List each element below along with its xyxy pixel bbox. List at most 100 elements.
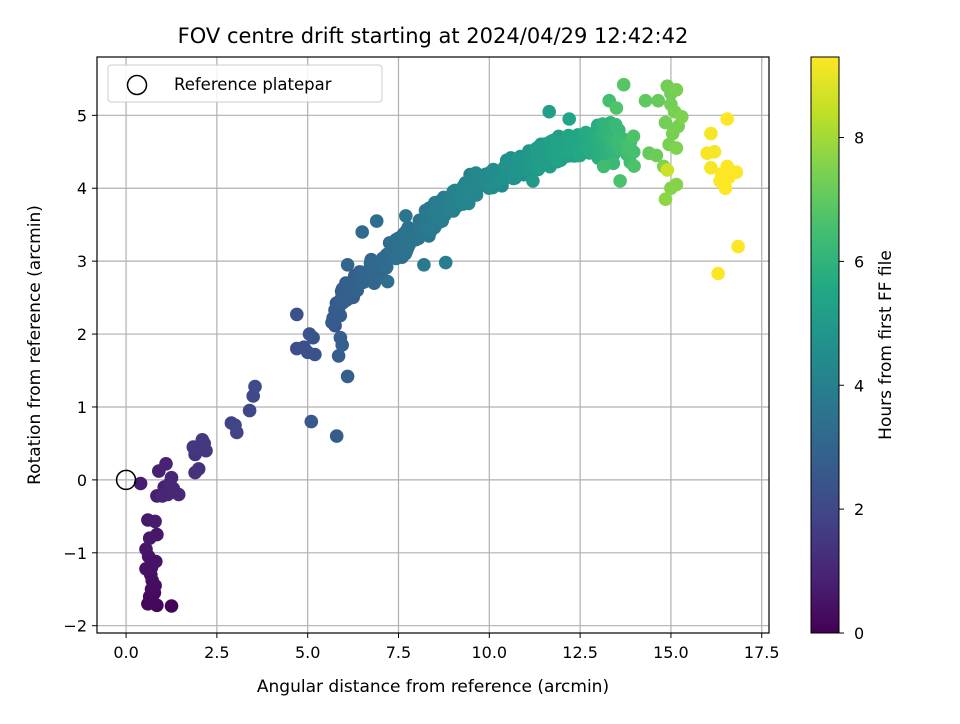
y-axis-ticks: −2 −1 0 1 2 3 4 5	[63, 106, 97, 636]
data-point	[609, 101, 624, 115]
colorbar-gradient	[810, 56, 840, 634]
x-tick-label: 5.0	[295, 643, 320, 662]
data-point	[369, 214, 384, 228]
data-point	[729, 165, 744, 179]
data-point	[197, 436, 211, 451]
data-point	[649, 148, 664, 163]
colorbar-label: Hours from first FF file	[876, 250, 896, 440]
data-point	[562, 112, 576, 126]
data-point	[379, 260, 394, 274]
plot-frame	[96, 56, 770, 634]
y-tick-label: 1	[77, 398, 87, 417]
colorbar-tick-label: 2	[854, 500, 864, 519]
data-point	[355, 225, 370, 239]
data-point	[660, 163, 675, 177]
colorbar-tick-label: 6	[854, 252, 864, 271]
data-point	[675, 110, 689, 124]
data-point	[704, 161, 718, 175]
y-tick-label: 4	[77, 179, 87, 198]
y-tick-label: 3	[77, 252, 87, 271]
data-point	[148, 514, 162, 529]
data-point	[665, 126, 680, 141]
data-point	[335, 296, 350, 310]
data-point	[329, 429, 344, 443]
x-tick-label: 10.0	[471, 643, 507, 662]
data-point	[333, 308, 348, 323]
data-point	[720, 112, 734, 126]
data-point	[242, 403, 257, 418]
x-tick-label: 2.5	[204, 643, 229, 662]
data-point	[444, 203, 458, 217]
data-point	[164, 599, 179, 613]
data-point	[339, 279, 354, 294]
y-tick-label: −1	[63, 544, 87, 563]
data-point	[549, 135, 564, 150]
colorbar-tick-label: 8	[854, 129, 864, 148]
legend-box	[107, 64, 383, 103]
data-point	[166, 481, 181, 496]
data-point	[711, 266, 725, 281]
x-axis-label: Angular distance from reference (arcmin)	[257, 677, 609, 697]
colorbar-tick-label: 0	[854, 624, 864, 643]
chart-title: FOV centre drift starting at 2024/04/29 …	[178, 24, 689, 48]
data-point	[542, 104, 556, 119]
data-point	[340, 369, 355, 384]
y-tick-label: 2	[77, 325, 87, 344]
data-point	[191, 462, 206, 476]
data-point	[651, 93, 665, 108]
data-point	[626, 129, 641, 144]
data-point	[638, 93, 653, 108]
legend-marker-reference	[126, 74, 148, 96]
data-point	[627, 159, 641, 173]
data-point	[616, 77, 631, 92]
colorbar: 0 2 4 6 8 Hours from first FF file	[810, 56, 896, 643]
data-point	[159, 457, 173, 471]
data-point	[509, 164, 524, 179]
x-tick-label: 17.5	[744, 643, 780, 662]
data-point	[669, 83, 684, 97]
data-point	[308, 347, 322, 362]
data-point	[464, 182, 478, 197]
colorbar-tick-label: 4	[854, 376, 864, 395]
data-point	[658, 115, 673, 130]
data-point	[340, 258, 355, 272]
data-point	[399, 209, 413, 223]
data-point	[658, 192, 673, 206]
data-point	[438, 255, 453, 270]
data-points	[133, 77, 745, 613]
x-axis-ticks: 0.0 2.5 5.0 7.5 10.0 12.5 15.0 17.5	[113, 633, 780, 662]
data-point	[623, 144, 637, 158]
data-point	[186, 440, 201, 454]
x-tick-label: 15.0	[653, 643, 689, 662]
data-point	[155, 489, 170, 503]
data-point	[531, 141, 545, 156]
data-point	[333, 330, 348, 345]
data-point	[139, 542, 153, 556]
colorbar-ticks: 0 2 4 6 8	[839, 129, 864, 643]
y-axis-label: Rotation from reference (arcmin)	[25, 205, 45, 485]
data-point	[731, 239, 745, 254]
data-point	[704, 126, 718, 141]
data-point	[380, 274, 395, 289]
data-point	[596, 159, 611, 174]
data-point	[422, 221, 436, 236]
data-point	[248, 379, 262, 394]
data-point	[304, 414, 319, 429]
legend-label-reference: Reference platepar	[174, 75, 332, 94]
data-point	[133, 476, 148, 491]
data-point	[608, 117, 623, 132]
data-point	[331, 349, 346, 363]
data-point	[417, 258, 431, 272]
data-point	[669, 177, 684, 192]
y-tick-label: 5	[77, 106, 87, 125]
data-point	[532, 160, 546, 174]
data-point	[360, 269, 375, 283]
x-tick-label: 0.0	[113, 643, 138, 662]
data-point	[669, 141, 684, 155]
data-point	[228, 418, 242, 433]
x-tick-label: 7.5	[386, 643, 411, 662]
y-tick-label: −2	[63, 617, 87, 636]
data-point	[713, 174, 727, 188]
data-point	[526, 174, 540, 188]
